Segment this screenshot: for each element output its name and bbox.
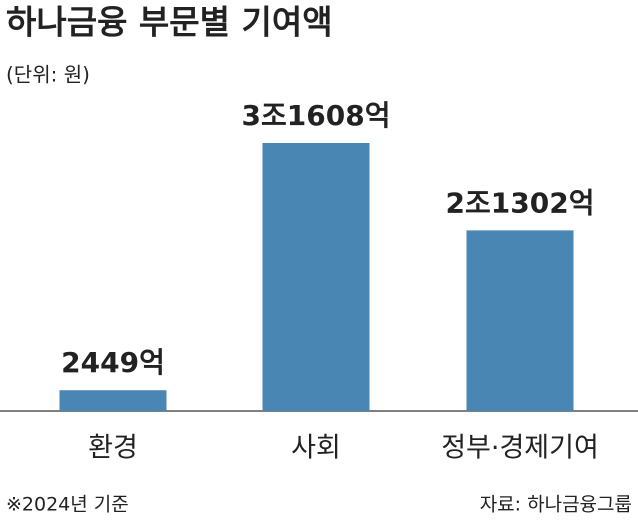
note: ※2024년 기준 [6, 494, 129, 516]
source: 자료: 하나금융그룹 [480, 494, 632, 516]
value-label: 2조1302억 [446, 186, 595, 219]
bar [59, 390, 167, 411]
chart-title: 하나금융 부문별 기여액 [6, 3, 333, 42]
bar [466, 230, 574, 411]
x-tick-label: 환경 [88, 433, 138, 464]
x-tick-label: 정부·경제기여 [441, 433, 599, 464]
x-tick-label: 사회 [291, 433, 341, 464]
value-label: 3조1608억 [242, 99, 391, 132]
chart-subtitle: (단위: 원) [6, 63, 90, 87]
value-label: 2449억 [61, 346, 165, 379]
bar [262, 143, 370, 411]
